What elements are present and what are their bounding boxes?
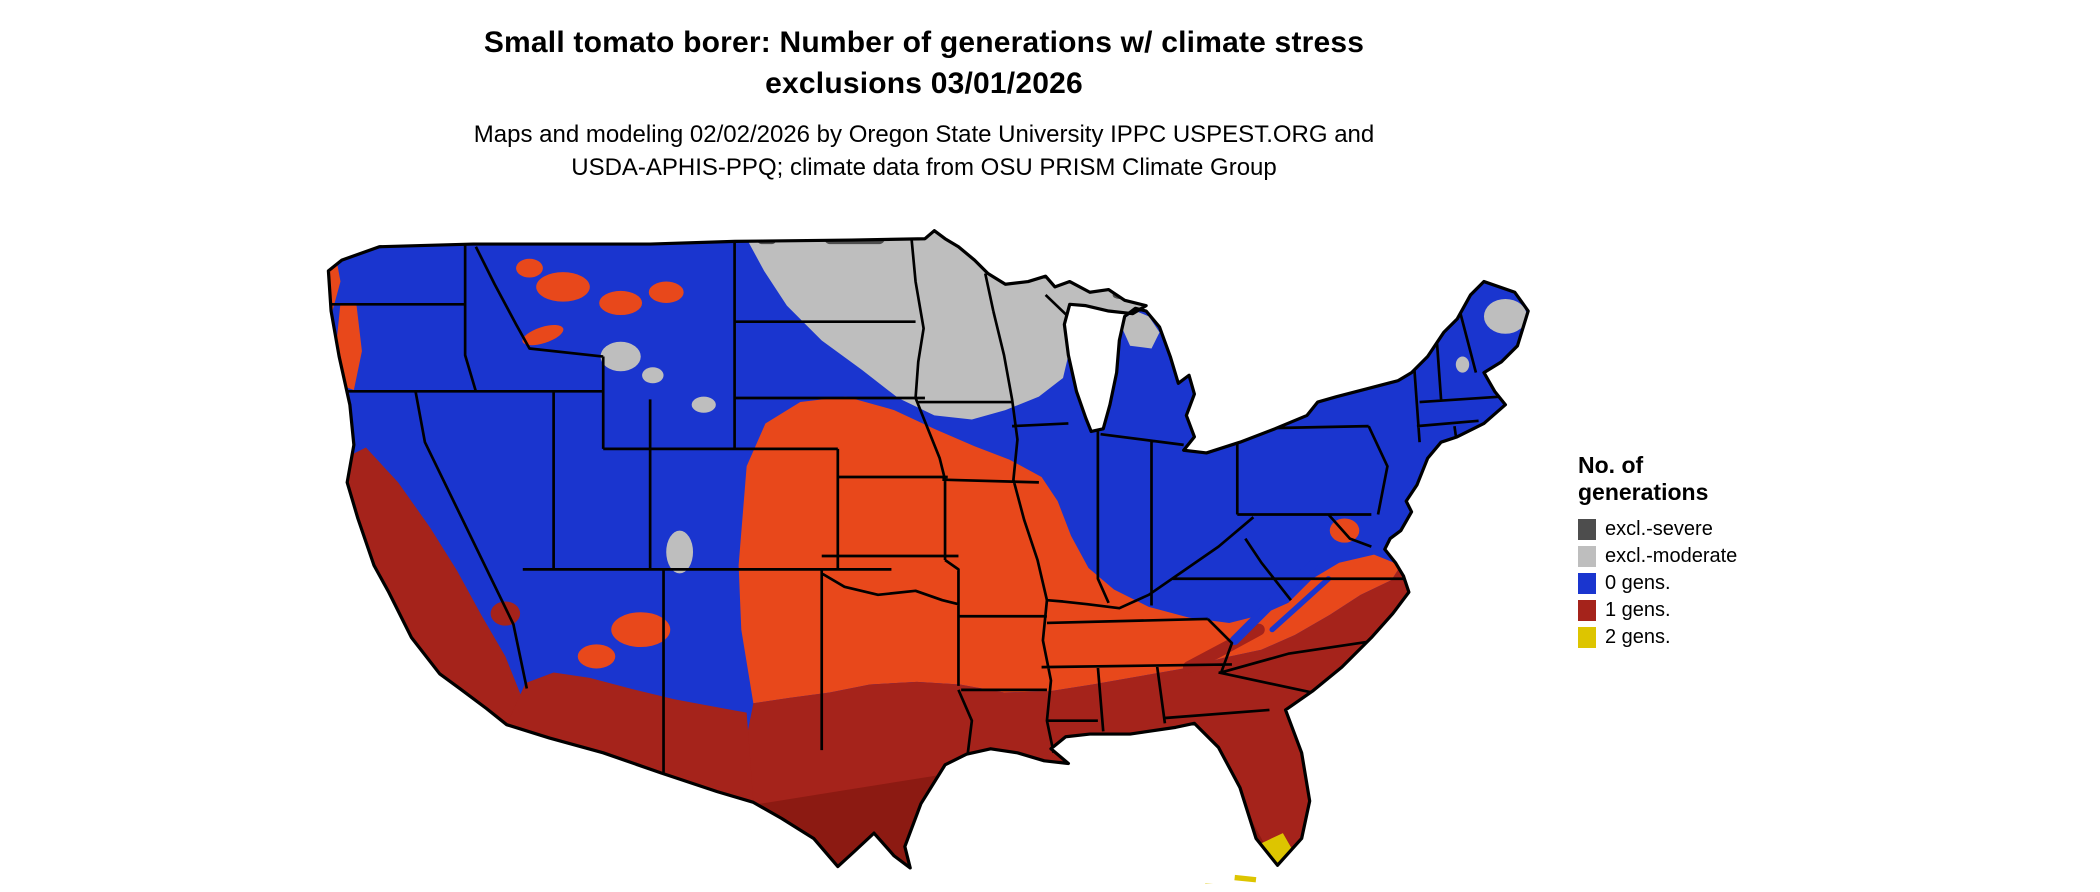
legend-item-0-gens: 0 gens. [1578,570,1737,597]
excl-moderate-michigan-north [1119,311,1160,349]
florida-keys-2-gens [1204,874,1257,884]
darkred-southwest [506,672,754,803]
excl-severe-isle [1022,253,1056,267]
legend-label: excl.-moderate [1605,545,1738,567]
legend-items: excl.-severe excl.-moderate 0 gens. 1 ge… [1578,516,1737,651]
subtitle-line-1: Maps and modeling 02/02/2026 by Oregon S… [473,121,1375,148]
orange-patch [577,644,616,669]
title-line-2: exclusions 03/01/2026 [765,67,1083,100]
darkred-patch-vegas [490,601,521,626]
orange-patch [611,612,671,648]
legend-item-excl-severe: excl.-severe [1578,516,1737,543]
legend-label: 2 gens. [1605,626,1671,648]
legend-item-1-gens: 1 gens. [1578,597,1737,624]
legend-title: No. of generations [1578,452,1737,506]
legend-item-2-gens: 2 gens. [1578,624,1737,651]
legend-label: 0 gens. [1605,572,1671,594]
title-line-1: Small tomato borer: Number of generation… [483,26,1365,59]
page-subtitle: Maps and modeling 02/02/2026 by Oregon S… [0,118,1848,184]
excl-moderate-patch [600,341,641,372]
orange-patch [648,281,684,303]
state-borders [328,238,1501,788]
excl-moderate-patch [666,530,694,574]
legend-swatch-excl-severe [1578,519,1596,540]
darkred-california [344,447,526,729]
orange-patch [516,258,543,278]
keys-dash [1204,883,1222,884]
legend-swatch-excl-moderate [1578,546,1596,567]
excl-moderate-patch [642,367,664,384]
excl-moderate-patch [691,396,716,413]
orange-patch [536,272,590,302]
legend-title-line-2: generations [1578,479,1709,505]
orange-central-band [738,396,1401,704]
excl-severe-patch [824,230,885,245]
excl-moderate-patch-maine [1483,298,1527,334]
page-title: Small tomato borer: Number of generation… [0,22,1848,104]
legend-title-line-1: No. of [1578,452,1644,478]
orange-patch [522,324,564,346]
legend-swatch-0-gens [1578,573,1596,594]
legend-swatch-2-gens [1578,627,1596,648]
darkred-tn-valley-finger [1183,623,1265,674]
subtitle-line-2: USDA-APHIS-PPQ; climate data from OSU PR… [571,154,1277,181]
excl-moderate-patch [1455,356,1470,373]
us-map-svg [326,229,1530,884]
map-header: Small tomato borer: Number of generation… [0,22,1848,184]
legend-label: 1 gens. [1605,599,1671,621]
legend-item-excl-moderate: excl.-moderate [1578,543,1737,570]
keys-dash [1234,874,1257,883]
us-generations-map [315,228,1555,884]
legend-label: excl.-severe [1605,518,1713,540]
orange-patch [599,290,643,316]
legend-swatch-1-gens [1578,600,1596,621]
blue-sliver [1269,576,1332,633]
region-1-gen-warm-edge [328,245,1401,704]
map-legend: No. of generations excl.-severe excl.-mo… [1578,452,1737,651]
